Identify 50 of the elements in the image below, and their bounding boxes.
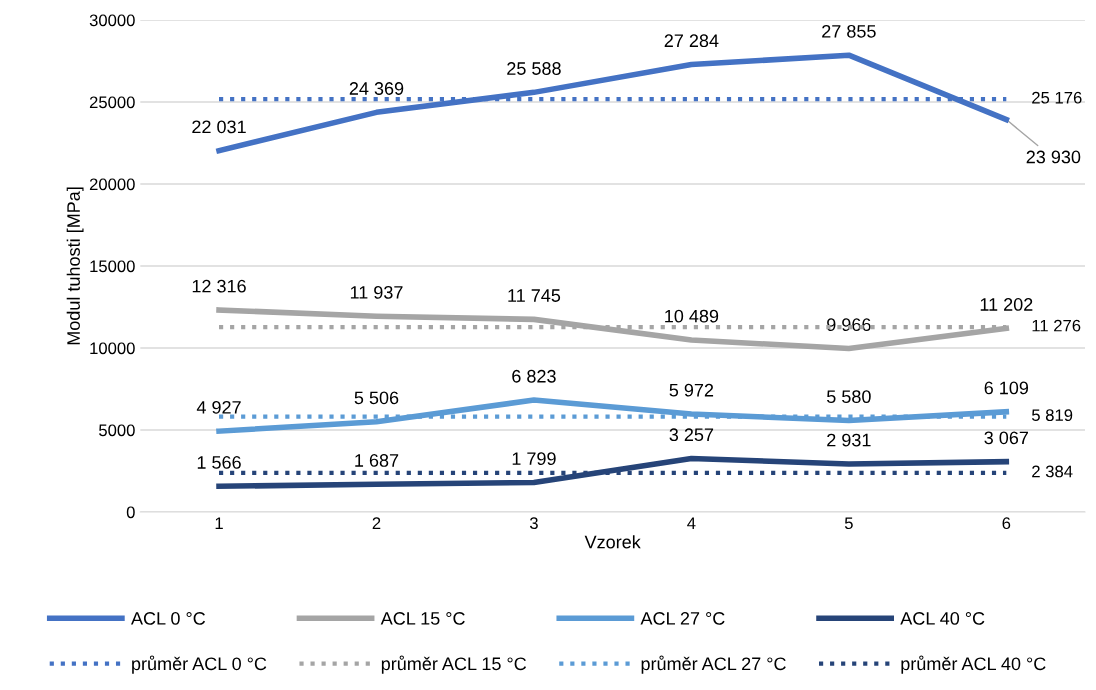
x-tick-label: 4 [687,517,696,529]
data-label: 10 489 [665,309,719,323]
legend-label: ACL 15 °C [380,612,465,625]
data-label: 27 284 [664,34,719,48]
data-label: 6 109 [984,381,1029,395]
data-label: 11 745 [508,289,561,302]
data-label: 1 566 [197,456,241,469]
data-label: 11 937 [350,285,403,299]
data-label: 27 855 [822,24,876,38]
y-tick-label: 20000 [89,178,135,191]
legend-label: ACL 0 °C [131,612,206,625]
data-label: 25 588 [507,62,561,75]
legend-label: průměr ACL 40 °C [901,655,1046,674]
data-label: 11 202 [980,298,1033,311]
legend-label: průměr ACL 0 °C [132,655,267,674]
y-tick-label: 10000 [90,342,135,355]
data-label: 5 580 [826,390,871,404]
y-tick-label: 5000 [99,424,135,437]
data-label: 1 687 [355,454,399,467]
y-tick-label: 0 [126,506,135,519]
legend-label: ACL 40 °C [900,612,985,625]
data-label: 4 927 [196,400,241,414]
y-tick-label: 25000 [89,96,135,109]
data-label: 23 930 [1026,150,1081,164]
data-label: 3 067 [984,431,1028,445]
data-label: 1 799 [512,452,556,466]
x-tick-label: 2 [372,517,381,529]
y-axis-title: Modul tuhosti [MPa] [66,187,84,345]
data-label: 25 176 [1032,91,1082,104]
data-label: 5 506 [354,391,399,405]
legend-label: ACL 27 °C [640,612,725,625]
data-label: 5 819 [1031,409,1073,422]
data-label: 3 257 [669,428,714,442]
x-tick-label: 5 [844,517,853,530]
data-label: 5 972 [669,383,714,397]
x-tick-label: 6 [1002,517,1011,530]
x-tick-label: 1 [215,517,223,529]
legend-label: průměr ACL 15 °C [381,655,527,674]
data-label: 2 384 [1032,465,1073,478]
data-label: 12 316 [192,279,246,293]
data-label: 11 276 [1032,319,1081,332]
data-label: 22 031 [192,120,246,134]
x-axis-title: Vzorek [584,535,641,549]
data-label: 24 369 [349,82,404,95]
x-tick-label: 3 [529,517,538,530]
data-label: 6 823 [512,369,556,383]
legend-label: průměr ACL 27 °C [641,655,786,674]
data-label: 2 931 [827,433,871,447]
y-tick-label: 30000 [89,14,135,27]
y-tick-label: 15000 [90,260,135,273]
